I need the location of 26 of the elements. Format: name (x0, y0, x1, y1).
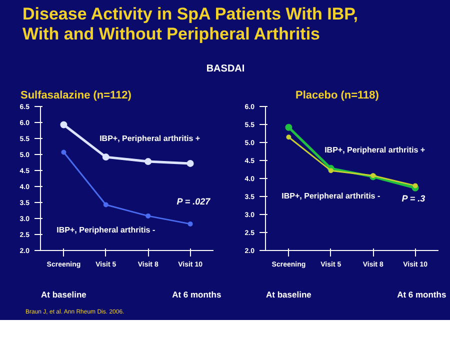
point (144, 158, 152, 166)
point (285, 124, 292, 131)
text: At 6 months (397, 290, 446, 300)
text: At 6 months (172, 290, 222, 300)
chart-title: Sulfasalazine (n=112) (20, 90, 132, 102)
point (186, 160, 194, 167)
annotation: P = .3 (402, 194, 426, 204)
text: At baseline (266, 290, 312, 300)
annotation: P = .027 (176, 196, 212, 206)
series-label: IBP+, Peripheral arthritis - (282, 192, 380, 201)
point (188, 221, 193, 226)
point (328, 168, 334, 174)
point (146, 213, 151, 218)
text: BASDAI (206, 64, 245, 74)
chart-title: Placebo (n=118) (296, 90, 380, 102)
point (412, 183, 418, 188)
point (102, 154, 110, 161)
text: Disease Activity in SpA Patients With IBP, With and Without Peripheral Arthritis (22, 4, 358, 44)
text: At baseline (41, 290, 87, 300)
series-label: IBP+, Peripheral arthritis - (56, 226, 156, 235)
point (61, 150, 66, 155)
point (286, 134, 292, 140)
series-label: IBP+, Peripheral arthritis + (100, 134, 200, 144)
point (103, 202, 108, 208)
point (60, 121, 68, 128)
series-label: IBP+, Peripheral arthritis + (324, 145, 426, 154)
